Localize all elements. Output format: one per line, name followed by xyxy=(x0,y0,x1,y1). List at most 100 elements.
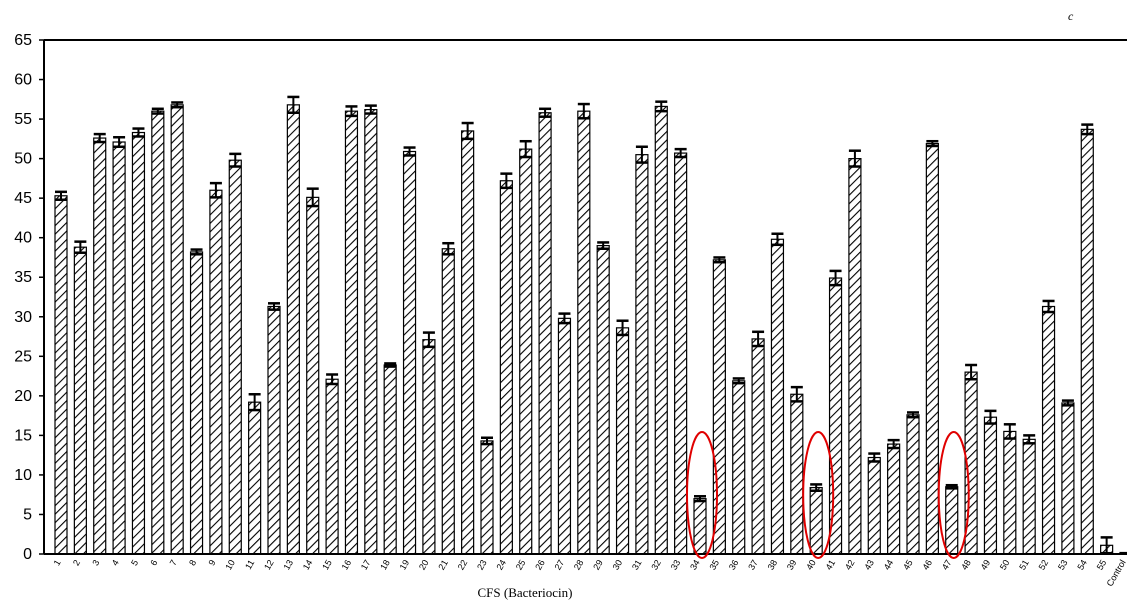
error-bar-7 xyxy=(171,101,184,109)
x-tick-label: 8 xyxy=(187,558,198,567)
bar-53 xyxy=(1061,402,1075,555)
error-bar-35 xyxy=(713,256,726,264)
x-tick-label: 15 xyxy=(320,558,334,572)
error-bar-17 xyxy=(364,104,377,115)
bar-54 xyxy=(1080,128,1094,555)
bar-30 xyxy=(615,327,630,555)
x-tick-label: 18 xyxy=(378,558,392,572)
x-axis-title: CFS (Bacteriocin) xyxy=(478,585,573,600)
x-tick-label: 24 xyxy=(494,558,508,572)
x-tick-label: 22 xyxy=(456,558,470,572)
bar-24 xyxy=(499,180,513,555)
bar-3 xyxy=(93,137,107,555)
x-tick-label: 44 xyxy=(882,558,896,572)
bar-31 xyxy=(635,154,649,555)
error-bar-49 xyxy=(984,409,997,425)
x-tick-label: 30 xyxy=(611,558,625,572)
highlight-ellipses xyxy=(686,431,970,559)
error-bar-40 xyxy=(810,483,823,492)
error-bar-45 xyxy=(907,411,919,419)
x-tick-label: 43 xyxy=(862,558,876,572)
bar-44 xyxy=(887,443,901,555)
x-tick-label: 54 xyxy=(1075,558,1089,572)
bar-26 xyxy=(538,112,552,555)
bar-47 xyxy=(945,486,959,555)
y-tick-label: 15 xyxy=(14,427,32,444)
x-tick-label: 13 xyxy=(281,558,295,572)
x-tick-label: 34 xyxy=(688,558,702,572)
y-tick-label: 45 xyxy=(14,190,32,207)
error-bar-6 xyxy=(151,107,164,115)
x-axis: 1 2 3 4 5 6 7 8 9 10 11 12 13 14 15 16 17 18 19 20 21 22 23 24 2… xyxy=(44,553,1127,588)
x-tick-label: 25 xyxy=(514,558,528,572)
error-bar-33 xyxy=(674,147,687,159)
x-tick-label: 26 xyxy=(533,558,547,572)
bar-8 xyxy=(189,251,204,555)
x-tick-label: 38 xyxy=(766,558,780,572)
x-tick-label: 47 xyxy=(940,558,954,572)
bar-15 xyxy=(325,378,339,555)
bar-36 xyxy=(732,380,746,555)
bar-14 xyxy=(306,196,320,555)
error-bar-11 xyxy=(248,393,261,412)
y-tick-label: 40 xyxy=(14,230,32,247)
x-tick-label: 2 xyxy=(71,558,82,567)
bar-37 xyxy=(751,338,765,555)
bar-4 xyxy=(112,141,126,555)
error-bar-22 xyxy=(461,121,474,141)
error-bar-28 xyxy=(577,102,590,120)
x-tick-label: 10 xyxy=(223,558,237,572)
bar-13 xyxy=(286,104,300,555)
x-tick-label: 41 xyxy=(824,558,838,572)
x-tick-label: 5 xyxy=(129,558,140,567)
bar-17 xyxy=(364,108,378,555)
bar-5 xyxy=(131,131,146,555)
bar-40 xyxy=(809,486,823,555)
bar-1 xyxy=(54,195,68,555)
bar-21 xyxy=(441,248,455,555)
bar-2 xyxy=(73,246,87,555)
bar-25 xyxy=(519,148,533,555)
y-tick-label: 60 xyxy=(14,72,32,89)
x-tick-label: 35 xyxy=(707,558,721,572)
bar-38 xyxy=(770,238,785,555)
bar-22 xyxy=(461,130,475,555)
error-bar-14 xyxy=(306,187,319,208)
error-bar-53 xyxy=(1061,399,1074,407)
error-bar-37 xyxy=(752,330,765,348)
y-tick-label: 0 xyxy=(23,546,32,563)
y-tick-label: 35 xyxy=(14,269,32,286)
bar-46 xyxy=(925,142,939,555)
error-bar-20 xyxy=(422,331,435,349)
x-tick-label: 51 xyxy=(1017,558,1031,572)
x-tick-label: 16 xyxy=(340,558,354,572)
highlight-ellipse-40 xyxy=(802,431,835,559)
bar-10 xyxy=(228,159,242,555)
bar-45 xyxy=(906,414,920,555)
y-tick-label: 25 xyxy=(14,348,32,365)
error-bar-2 xyxy=(74,240,87,254)
bar-42 xyxy=(848,158,862,555)
bar-32 xyxy=(654,105,668,555)
error-bar-30 xyxy=(616,319,629,337)
bar-50 xyxy=(1003,430,1017,555)
bar-12 xyxy=(267,305,281,555)
error-bar-39 xyxy=(790,385,803,403)
x-tick-label: 39 xyxy=(785,558,799,572)
x-tick-label: 1 xyxy=(52,558,63,567)
error-bar-15 xyxy=(326,373,339,386)
error-bar-47 xyxy=(945,483,958,490)
error-bar-42 xyxy=(848,149,861,168)
y-tick-label: 5 xyxy=(23,506,32,523)
bar-33 xyxy=(674,152,688,555)
y-tick-label: 10 xyxy=(14,467,32,484)
x-tick-label: 36 xyxy=(727,558,741,572)
error-bar-44 xyxy=(887,438,900,450)
error-bar-4 xyxy=(113,136,126,149)
bar-29 xyxy=(596,245,610,555)
error-bar-46 xyxy=(926,139,939,148)
error-bar-23 xyxy=(481,436,493,446)
x-tick-label: 21 xyxy=(436,558,450,572)
bar-19 xyxy=(402,150,417,555)
